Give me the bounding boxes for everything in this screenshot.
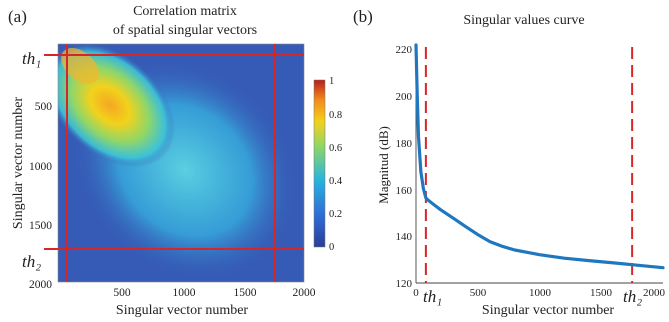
panel-a-x-axis-label: Singular vector number <box>116 303 249 318</box>
panel-a-y-axis-label: Singular vector number <box>11 97 26 230</box>
colorbar-tick: 0 <box>329 242 334 253</box>
panel-b-y-tick: 140 <box>396 231 413 243</box>
heatmap-frame <box>57 43 305 283</box>
panel-b-th2-label: th₂ <box>623 287 642 306</box>
colorbar-tick: 0.2 <box>329 209 342 220</box>
panel-b-x-tick: 500 <box>470 287 487 299</box>
colorbar-tick: 1 <box>329 76 334 87</box>
panel-b-y-tick: 120 <box>396 278 413 290</box>
panel-a-title-line2: of spatial singular vectors <box>113 23 257 38</box>
colorbar <box>313 79 326 248</box>
panel-b-y-axis-label: Magnitud (dB) <box>376 126 391 204</box>
colorbar-ticks: 1 0.8 0.6 0.4 0.2 0 <box>329 76 343 253</box>
panel-a-label: (a) <box>8 7 27 26</box>
panel-b-y-ticks: 220 200 180 160 140 120 <box>396 44 413 290</box>
panel-b-y-tick: 160 <box>396 185 413 197</box>
panel-a-y-tick: 1500 <box>29 220 52 232</box>
panel-a-x-tick: 2000 <box>293 287 316 299</box>
panel-a-th1-label: th₁ <box>22 49 41 68</box>
panel-a-y-ticks: 500 1000 1500 2000 <box>29 101 52 291</box>
panel-a-x-tick: 500 <box>113 287 131 299</box>
panel-b-y-tick: 220 <box>396 44 413 56</box>
panel-b-x-tick: 1000 <box>529 287 552 299</box>
colorbar-tick: 0.6 <box>329 143 342 154</box>
panel-b-x-tick: 0 <box>413 287 419 299</box>
panel-b-x-tick: 2000 <box>643 287 666 299</box>
panel-a-y-tick: 1000 <box>29 161 52 173</box>
panel-b-th1-label: th₁ <box>423 287 442 306</box>
panel-a-x-tick: 1500 <box>234 287 257 299</box>
panel-b-plot <box>414 43 665 284</box>
panel-a-title-line1: Correlation matrix <box>133 4 237 19</box>
panel-b-x-axis-label: Singular vector number <box>482 303 615 318</box>
singular-values-series-line <box>414 43 665 270</box>
panel-a-x-ticks: 500 1000 1500 2000 <box>113 287 315 299</box>
heatmap-area <box>58 44 304 282</box>
panel-b-label: (b) <box>353 7 373 26</box>
panel-b-x-ticks: 0 500 1000 1500 2000 <box>413 287 665 299</box>
panel-b-title: Singular values curve <box>463 13 584 28</box>
panel-b-y-tick: 200 <box>396 91 413 103</box>
panel-a-y-tick: 500 <box>35 101 53 113</box>
panel-a-x-tick: 1000 <box>173 287 196 299</box>
panel-b-y-tick: 180 <box>396 138 413 150</box>
heatmap-peak <box>61 47 99 85</box>
panel-b-x-tick: 1500 <box>590 287 613 299</box>
panel-a-y-tick: 2000 <box>29 279 52 291</box>
colorbar-tick: 0.8 <box>329 110 342 121</box>
colorbar-tick: 0.4 <box>329 176 343 187</box>
panel-a-th2-label: th₂ <box>22 252 41 271</box>
